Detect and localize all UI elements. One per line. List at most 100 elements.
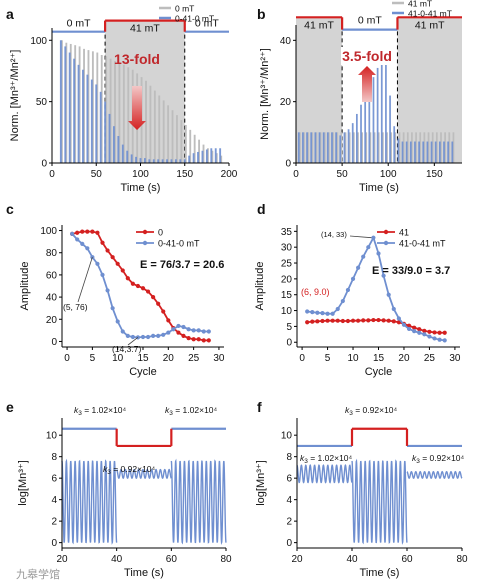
bar bbox=[100, 55, 103, 163]
y-tick-label: 4 bbox=[51, 495, 57, 506]
data-point bbox=[432, 330, 437, 335]
data-point bbox=[176, 323, 181, 329]
legend-label: 41-0-41 mT bbox=[408, 9, 452, 19]
y-axis-label: log[Mn³⁺] bbox=[17, 460, 29, 506]
panel-c: 00-41-0 mT E = 76/3.7 = 20.6 (5, 76) (14,3.… bbox=[63, 228, 224, 355]
bar bbox=[364, 95, 367, 163]
bar bbox=[210, 148, 213, 163]
data-point bbox=[130, 334, 135, 340]
data-point bbox=[325, 318, 330, 323]
bar bbox=[310, 132, 313, 163]
x-tick-label: 5 bbox=[325, 353, 331, 364]
bar bbox=[322, 132, 325, 163]
bar bbox=[336, 132, 339, 163]
panel-f-axes: 20 40 60 80 0 2 4 6 8 10 Time (s) log[Mn³⁺] f bbox=[255, 399, 468, 579]
bar bbox=[161, 159, 164, 163]
bar bbox=[179, 159, 182, 163]
bar bbox=[385, 61, 387, 163]
data-point bbox=[330, 311, 335, 316]
bar bbox=[78, 46, 81, 164]
bar bbox=[69, 43, 72, 163]
y-tick-label: 100 bbox=[40, 226, 57, 237]
bar bbox=[96, 52, 99, 163]
panel-letter: d bbox=[257, 201, 266, 217]
bar bbox=[427, 132, 430, 163]
data-point bbox=[391, 306, 396, 312]
point-label-leader bbox=[77, 257, 93, 303]
bar bbox=[394, 132, 397, 163]
bar bbox=[444, 132, 446, 163]
bar bbox=[130, 154, 133, 163]
x-axis-label: Time (s) bbox=[359, 182, 399, 194]
bar bbox=[373, 132, 376, 163]
x-tick-label: 60 bbox=[401, 554, 413, 565]
data-point bbox=[371, 235, 376, 240]
bar bbox=[426, 141, 429, 163]
bar bbox=[382, 132, 384, 163]
bar bbox=[153, 90, 156, 163]
bar bbox=[189, 129, 192, 163]
bar bbox=[299, 132, 301, 163]
point-label: (6, 9.0) bbox=[301, 287, 330, 297]
bar bbox=[372, 77, 375, 163]
y-tick-label: 40 bbox=[46, 293, 58, 304]
bar bbox=[415, 132, 417, 163]
x-tick-label: 80 bbox=[220, 554, 232, 565]
data-point bbox=[100, 272, 105, 278]
bar bbox=[68, 52, 71, 163]
bar bbox=[211, 150, 214, 163]
bar bbox=[323, 132, 326, 163]
x-tick-label: 20 bbox=[291, 554, 303, 565]
data-point bbox=[401, 322, 407, 327]
field-level bbox=[297, 427, 462, 448]
fold-annotation: 3.5-fold bbox=[342, 48, 392, 64]
panel-letter: c bbox=[6, 201, 14, 217]
oscillation-trace bbox=[351, 458, 408, 545]
oscillation bbox=[61, 458, 227, 546]
data-point bbox=[201, 329, 206, 334]
panel-e-axes: 20 40 60 80 0 2 4 6 8 10 Time (s) log[Mn³⁺] e bbox=[6, 399, 232, 579]
data-point bbox=[437, 337, 442, 342]
data-point bbox=[151, 333, 156, 339]
bar bbox=[315, 132, 318, 163]
rate-label: k3 = 1.02×10⁴ bbox=[300, 453, 353, 465]
y-tick-label: 10 bbox=[281, 306, 293, 317]
data-point bbox=[191, 337, 196, 342]
point-label-leader bbox=[127, 337, 139, 346]
efficiency-annotation: E = 76/3.7 = 20.6 bbox=[140, 259, 224, 271]
bar bbox=[219, 148, 222, 163]
y-tick-label: 0 bbox=[286, 338, 292, 349]
x-tick-label: 20 bbox=[163, 353, 175, 364]
bar bbox=[152, 159, 155, 163]
y-axis-label: Amplitude bbox=[19, 262, 31, 311]
data-point bbox=[356, 318, 361, 323]
data-point bbox=[330, 318, 335, 323]
data-point bbox=[156, 333, 161, 339]
field-label: 0 mT bbox=[195, 18, 220, 30]
bar bbox=[162, 100, 165, 163]
data-point bbox=[186, 336, 191, 341]
bar bbox=[99, 91, 102, 163]
bar bbox=[451, 141, 454, 163]
data-point bbox=[335, 306, 340, 312]
bar bbox=[307, 132, 310, 163]
x-tick-label: 150 bbox=[176, 169, 193, 180]
data-point bbox=[161, 332, 166, 337]
data-point bbox=[145, 334, 151, 340]
bar bbox=[83, 48, 85, 164]
data-point bbox=[320, 318, 325, 324]
x-tick-label: 25 bbox=[188, 353, 200, 364]
data-point bbox=[110, 255, 115, 260]
bar bbox=[357, 132, 359, 163]
data-point bbox=[176, 330, 181, 335]
bar bbox=[143, 158, 146, 163]
legend-marker bbox=[142, 229, 148, 235]
legend-label: 0-41-0 mT bbox=[158, 239, 200, 249]
bar bbox=[402, 132, 405, 163]
y-axis-label: log[Mn³⁺] bbox=[255, 460, 267, 506]
data-point bbox=[437, 330, 442, 335]
data-point bbox=[345, 318, 351, 324]
data-point bbox=[140, 286, 146, 291]
